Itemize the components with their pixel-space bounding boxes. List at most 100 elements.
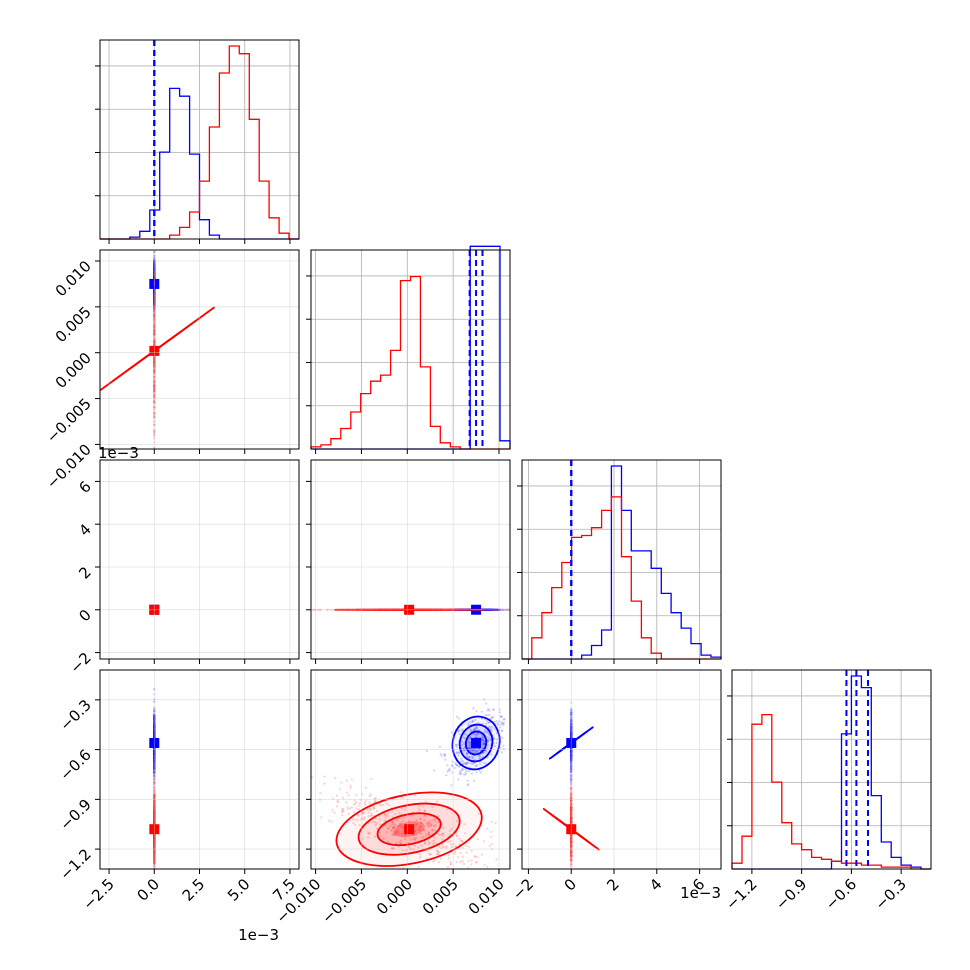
scatter-point [425, 834, 428, 838]
scatter-point [422, 836, 425, 839]
scatter-point [461, 747, 464, 750]
scatter-point [471, 756, 474, 759]
scatter-point [475, 710, 478, 713]
scatter-point [476, 856, 479, 859]
scatter-point [339, 788, 342, 791]
scatter-point [418, 826, 421, 829]
scatter-point [374, 799, 377, 803]
scatter-point [481, 710, 484, 713]
scatter-point [414, 838, 417, 842]
scatter-point [423, 814, 426, 817]
scatter-point [453, 852, 456, 855]
scatter-point [459, 839, 462, 842]
scatter-point [400, 832, 403, 836]
scatter-point [469, 736, 472, 739]
scatter-point [499, 723, 502, 726]
scatter-point [449, 840, 452, 843]
scatter-point [436, 852, 439, 856]
scatter-point [489, 728, 492, 731]
scatter-point [391, 826, 395, 830]
scatter-point [496, 721, 499, 725]
scatter-point [474, 727, 477, 730]
scatter-point [456, 751, 459, 754]
scatter-point [499, 726, 502, 729]
scatter-point [398, 841, 401, 844]
scatter-point [393, 833, 396, 837]
scatter-point [486, 731, 490, 734]
scatter-point [490, 847, 493, 850]
scatter-point [486, 827, 489, 830]
density-peak [471, 737, 482, 748]
scatter-point [438, 872, 440, 874]
scatter-panel [522, 670, 721, 869]
scatter-point [488, 721, 491, 724]
scatter-point [486, 714, 489, 717]
scatter-point [447, 769, 450, 772]
scatter-point [417, 828, 420, 831]
scatter-point [450, 764, 453, 767]
scatter-point [320, 816, 323, 819]
scatter-point [383, 820, 386, 823]
scatter-point [364, 800, 367, 803]
scatter-point [502, 744, 505, 747]
scatter-point [427, 831, 430, 834]
scatter-point [439, 857, 442, 860]
scatter-point [346, 805, 349, 809]
scatter-point [467, 738, 470, 741]
scatter-point [412, 833, 415, 837]
scatter-point [466, 761, 469, 764]
scatter-point [414, 823, 417, 826]
scatter-point [451, 845, 454, 849]
contour-line [464, 730, 488, 756]
scatter-point [415, 819, 418, 822]
scatter-point [365, 786, 368, 789]
scatter-point [355, 801, 358, 804]
scatter-point [462, 762, 465, 765]
scatter-point [483, 742, 486, 745]
scatter-point [457, 717, 460, 720]
scatter-point [400, 807, 403, 810]
density-peak [404, 824, 415, 835]
scatter-point [374, 823, 377, 827]
scatter-point [428, 853, 431, 856]
scatter-point [465, 763, 468, 766]
scatter-point [470, 863, 473, 866]
scatter-point [461, 740, 464, 744]
scatter-point [399, 822, 402, 825]
scatter-point [352, 811, 355, 814]
scatter-point [428, 821, 431, 824]
scatter-point [434, 824, 437, 827]
scatter-point [418, 829, 421, 832]
scatter-panel [311, 460, 510, 659]
scatter-point [500, 729, 503, 732]
scatter-point [334, 777, 337, 780]
scatter-point [476, 750, 479, 753]
scatter-point [460, 757, 463, 760]
scatter-point [458, 766, 461, 769]
scatter-point [407, 845, 410, 849]
scatter-point [467, 866, 470, 869]
scatter-point [454, 743, 458, 747]
scatter-point [500, 721, 503, 724]
scatter-point [399, 824, 402, 827]
scatter-point [335, 805, 339, 808]
scatter-point [357, 814, 360, 818]
scatter-point [425, 750, 428, 753]
scatter-point [368, 808, 371, 812]
data-layer [100, 40, 931, 874]
scatter-point [484, 722, 487, 726]
scatter-point [470, 720, 473, 724]
scatter-point [463, 733, 466, 736]
hist-panel-4 [732, 670, 931, 869]
scatter-point [514, 609, 516, 611]
scatter-point [397, 845, 400, 849]
scatter-point [391, 832, 394, 836]
scatter-point [475, 726, 479, 729]
scatter-point [441, 838, 444, 841]
scatter-point [470, 749, 473, 752]
scatter-point [426, 849, 429, 852]
scatter-point [424, 814, 427, 817]
scatter-point [345, 791, 348, 794]
scatter-point [414, 830, 417, 833]
scatter-point [401, 849, 404, 852]
